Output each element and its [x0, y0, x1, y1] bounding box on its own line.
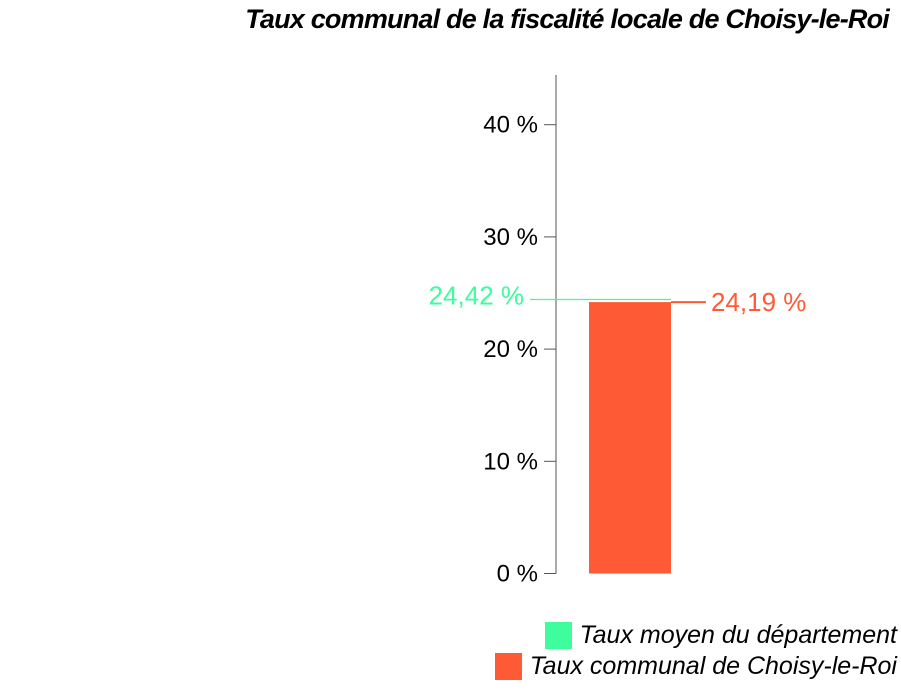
ref-label-departement: 24,42 % — [429, 281, 524, 311]
y-tick-label-20: 20 % — [483, 336, 538, 363]
y-tick-label-10: 10 % — [483, 448, 538, 475]
legend-label-commune: Taux communal de Choisy-le-Roi — [529, 652, 897, 680]
legend-label-departement: Taux moyen du département — [579, 621, 897, 649]
y-tick-label-40: 40 % — [483, 112, 538, 139]
legend-swatch-commune — [494, 653, 522, 680]
legend-swatch-departement — [544, 622, 572, 649]
bar-commune-label: 24,19 % — [711, 287, 806, 317]
bar-commune — [589, 302, 671, 574]
legend-item-commune: Taux communal de Choisy-le-Roi — [494, 651, 897, 682]
y-tick-label-0: 0 % — [497, 561, 538, 588]
legend-item-departement: Taux moyen du département — [495, 620, 897, 651]
legend: Taux moyen du département Taux communal … — [494, 620, 897, 682]
y-tick-label-30: 30 % — [483, 224, 538, 251]
chart-title: Taux communal de la fiscalité locale de … — [245, 4, 890, 34]
bar-chart: 0 % 10 % 20 % 30 % 40 % 24,19 % 24,42 % — [429, 75, 806, 588]
